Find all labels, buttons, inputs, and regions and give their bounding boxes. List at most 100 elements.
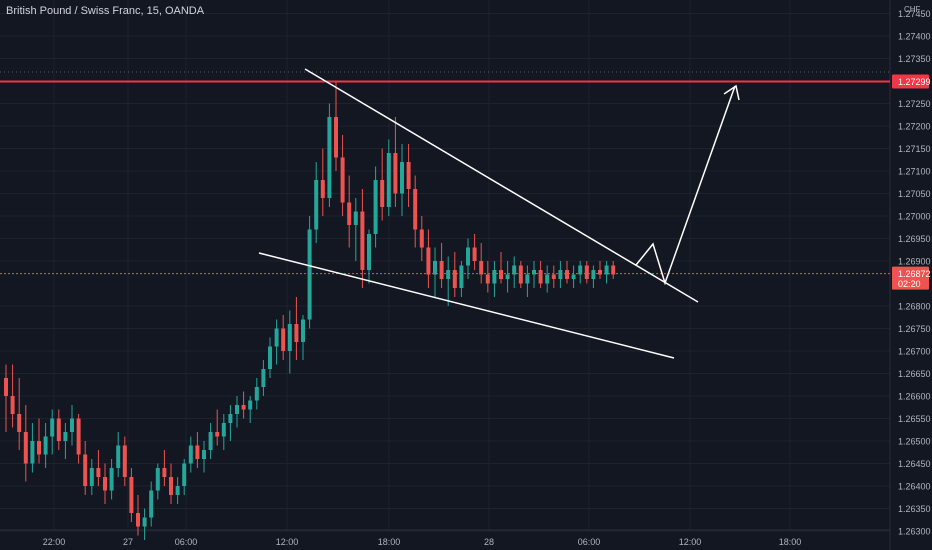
candle-body bbox=[129, 477, 134, 513]
candle-body bbox=[261, 369, 266, 387]
candle bbox=[320, 148, 325, 216]
candle-body bbox=[320, 180, 325, 198]
time-tick-label: 28 bbox=[484, 537, 494, 547]
candle bbox=[96, 450, 101, 486]
candle bbox=[155, 463, 160, 500]
candle bbox=[452, 252, 457, 297]
candle-body bbox=[56, 418, 61, 441]
candle bbox=[386, 139, 391, 216]
price-tick-label: 1.26950 bbox=[898, 234, 931, 244]
candle bbox=[63, 423, 68, 459]
candle bbox=[538, 261, 543, 288]
candle bbox=[591, 265, 596, 288]
candle bbox=[472, 234, 477, 270]
candle bbox=[400, 144, 404, 216]
candle bbox=[261, 360, 266, 396]
arrow-head bbox=[723, 84, 740, 101]
price-tick-label: 1.26550 bbox=[898, 414, 931, 424]
candle-body bbox=[334, 117, 338, 158]
candle-body bbox=[386, 153, 391, 207]
candle-body bbox=[83, 454, 88, 486]
candle bbox=[281, 315, 286, 360]
price-tick-label: 1.27350 bbox=[898, 54, 931, 64]
candle bbox=[149, 481, 154, 527]
price-tick-label: 1.26800 bbox=[898, 302, 931, 312]
candle-body bbox=[235, 405, 239, 414]
candle-body bbox=[578, 265, 583, 275]
candle bbox=[221, 414, 226, 450]
candle-body bbox=[63, 432, 68, 441]
candle bbox=[129, 468, 134, 522]
candle-body bbox=[419, 229, 424, 248]
candle bbox=[162, 450, 167, 486]
candle bbox=[274, 319, 279, 365]
candle-body bbox=[598, 270, 602, 275]
candle-body bbox=[215, 432, 220, 437]
candle-body bbox=[525, 274, 530, 284]
candle bbox=[479, 243, 484, 284]
price-tick-label: 1.26500 bbox=[898, 437, 931, 447]
candle bbox=[499, 252, 503, 284]
candle bbox=[50, 409, 55, 455]
candle bbox=[116, 432, 121, 477]
candle-body bbox=[182, 463, 187, 486]
price-tick-label: 1.26450 bbox=[898, 459, 931, 469]
candle-body bbox=[188, 445, 193, 464]
candle bbox=[340, 135, 345, 216]
candle-body bbox=[446, 270, 451, 279]
time-tick-label: 27 bbox=[123, 537, 133, 547]
candle-body bbox=[565, 270, 569, 279]
candle-body bbox=[518, 265, 523, 284]
candle bbox=[17, 378, 22, 450]
candle bbox=[459, 261, 464, 297]
candle-body bbox=[30, 441, 35, 464]
candle bbox=[518, 261, 523, 288]
candle bbox=[182, 459, 187, 495]
time-tick-label: 06:00 bbox=[175, 537, 198, 547]
candle bbox=[426, 229, 431, 288]
candle bbox=[545, 265, 550, 293]
current-price-badge bbox=[892, 266, 929, 290]
candle-body bbox=[340, 157, 345, 203]
candle bbox=[406, 144, 411, 207]
candle-body bbox=[281, 328, 286, 351]
candle-body bbox=[37, 441, 41, 455]
candle bbox=[466, 238, 470, 279]
candle bbox=[307, 216, 312, 329]
candle bbox=[551, 265, 556, 288]
candle bbox=[76, 414, 81, 464]
price-tick-label: 1.26750 bbox=[898, 324, 931, 334]
candle bbox=[584, 261, 589, 284]
currency-label: CHF bbox=[904, 5, 921, 14]
resistance-price-badge bbox=[892, 74, 929, 89]
candle bbox=[30, 423, 35, 473]
candle-body bbox=[122, 445, 127, 477]
candle bbox=[241, 391, 246, 419]
price-tick-label: 1.26900 bbox=[898, 257, 931, 267]
price-tick-label: 1.26300 bbox=[898, 527, 931, 537]
candle bbox=[202, 441, 206, 473]
candle-body bbox=[155, 468, 160, 491]
candle bbox=[268, 337, 272, 378]
candle-body bbox=[406, 162, 411, 189]
candle bbox=[512, 256, 517, 288]
candle bbox=[248, 396, 253, 423]
candle-body bbox=[558, 270, 563, 279]
candle-body bbox=[202, 450, 206, 459]
upper-trendline bbox=[304, 68, 699, 303]
candle-body bbox=[294, 324, 299, 342]
candle bbox=[598, 261, 602, 279]
candle bbox=[525, 265, 530, 297]
price-tick-label: 1.27200 bbox=[898, 122, 931, 132]
candle bbox=[188, 436, 193, 473]
price-tick-label: 1.26650 bbox=[898, 369, 931, 379]
price-tick-label: 1.27050 bbox=[898, 189, 931, 199]
candle bbox=[446, 256, 451, 306]
candle-body bbox=[268, 346, 272, 369]
candle-body bbox=[367, 234, 371, 270]
candle-body bbox=[175, 486, 180, 495]
candle bbox=[571, 265, 576, 288]
